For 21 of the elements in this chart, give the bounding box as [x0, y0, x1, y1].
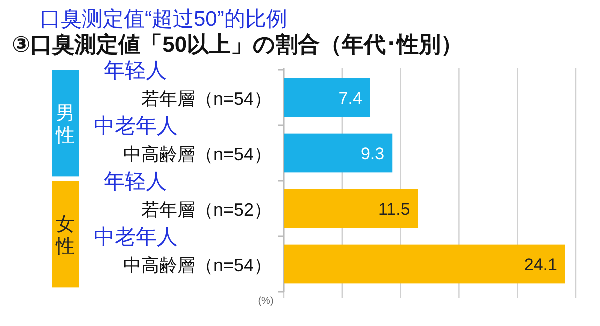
text: 年轻人	[104, 170, 167, 194]
bar	[284, 134, 393, 173]
y-tick-label: 若年層（n=54）	[141, 88, 272, 109]
x-axis-title: (%)	[258, 296, 274, 307]
text: 中老年人	[94, 114, 178, 138]
data-label: 24.1	[524, 255, 558, 274]
text: 年轻人	[104, 59, 167, 82]
y-tick-label: 若年層（n=52）	[141, 200, 272, 220]
text: 口臭测定值“超过50”的比例	[40, 8, 288, 31]
text: 男性	[55, 104, 75, 146]
bar	[284, 78, 370, 118]
y-tick-label: 中高齢層（n=54）	[123, 144, 272, 164]
data-label: 11.5	[378, 200, 410, 219]
chart-title: ③口臭測定値「50以上」の割合（年代･性別）	[12, 32, 464, 57]
data-label: 9.3	[360, 144, 385, 164]
bar	[284, 189, 418, 228]
text: 女性	[55, 214, 75, 258]
y-tick-label: 中高齢層（n=54）	[123, 255, 272, 276]
bar	[284, 244, 566, 284]
text: 中老年人	[94, 226, 178, 249]
data-label: 7.4	[338, 88, 362, 108]
